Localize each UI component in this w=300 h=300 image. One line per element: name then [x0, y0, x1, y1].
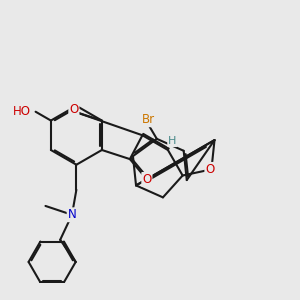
Text: HO: HO	[13, 105, 31, 118]
Text: O: O	[205, 163, 214, 176]
Text: Br: Br	[142, 113, 155, 126]
Text: O: O	[69, 103, 79, 116]
Text: N: N	[68, 208, 76, 221]
Text: H: H	[168, 136, 176, 146]
Text: O: O	[142, 173, 152, 186]
